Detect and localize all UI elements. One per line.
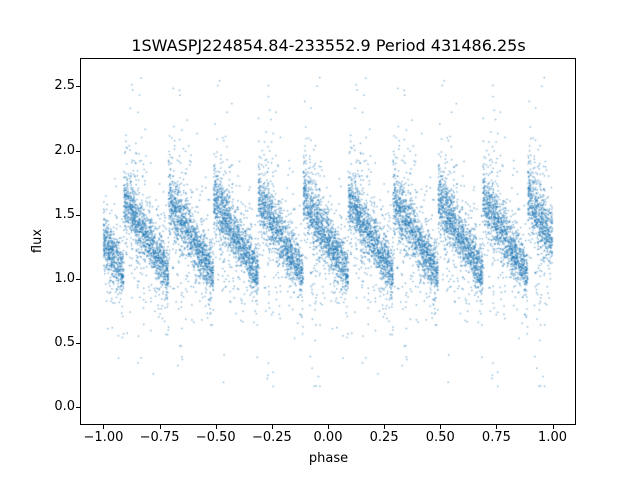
y-tick-label: 0.0 <box>54 399 75 415</box>
x-tick-label: 1.00 <box>538 430 568 445</box>
y-tick-label: 2.5 <box>54 78 75 94</box>
x-tick-mark <box>440 425 441 429</box>
x-tick-label: 0.50 <box>425 430 455 445</box>
x-tick-mark <box>328 425 329 429</box>
x-tick-mark <box>272 425 273 429</box>
y-tick-mark <box>76 279 80 280</box>
y-tick-label: 2.0 <box>54 142 75 158</box>
x-tick-label: 0.25 <box>369 430 399 445</box>
y-tick-label: 0.5 <box>54 335 75 351</box>
x-tick-mark <box>496 425 497 429</box>
x-tick-mark <box>160 425 161 429</box>
x-tick-label: −0.25 <box>251 430 292 445</box>
x-axis-label: phase <box>308 451 349 466</box>
y-tick-label: 1.0 <box>54 271 75 287</box>
x-tick-label: 0.00 <box>313 430 343 445</box>
y-tick-label: 1.5 <box>54 206 75 222</box>
y-tick-mark <box>76 151 80 152</box>
y-tick-mark <box>76 407 80 408</box>
scatter-points-canvas <box>81 59 575 424</box>
chart-title: 1SWASPJ224854.84-233552.9 Period 431486.… <box>131 36 526 55</box>
y-tick-mark <box>76 343 80 344</box>
y-tick-mark <box>76 215 80 216</box>
x-tick-label: −1.00 <box>83 430 124 445</box>
x-tick-label: −0.75 <box>139 430 180 445</box>
x-tick-mark <box>216 425 217 429</box>
x-tick-mark <box>384 425 385 429</box>
x-tick-mark <box>553 425 554 429</box>
plot-area <box>80 58 576 425</box>
x-tick-mark <box>103 425 104 429</box>
x-tick-label: 0.75 <box>481 430 511 445</box>
y-tick-mark <box>76 86 80 87</box>
x-tick-label: −0.50 <box>195 430 236 445</box>
